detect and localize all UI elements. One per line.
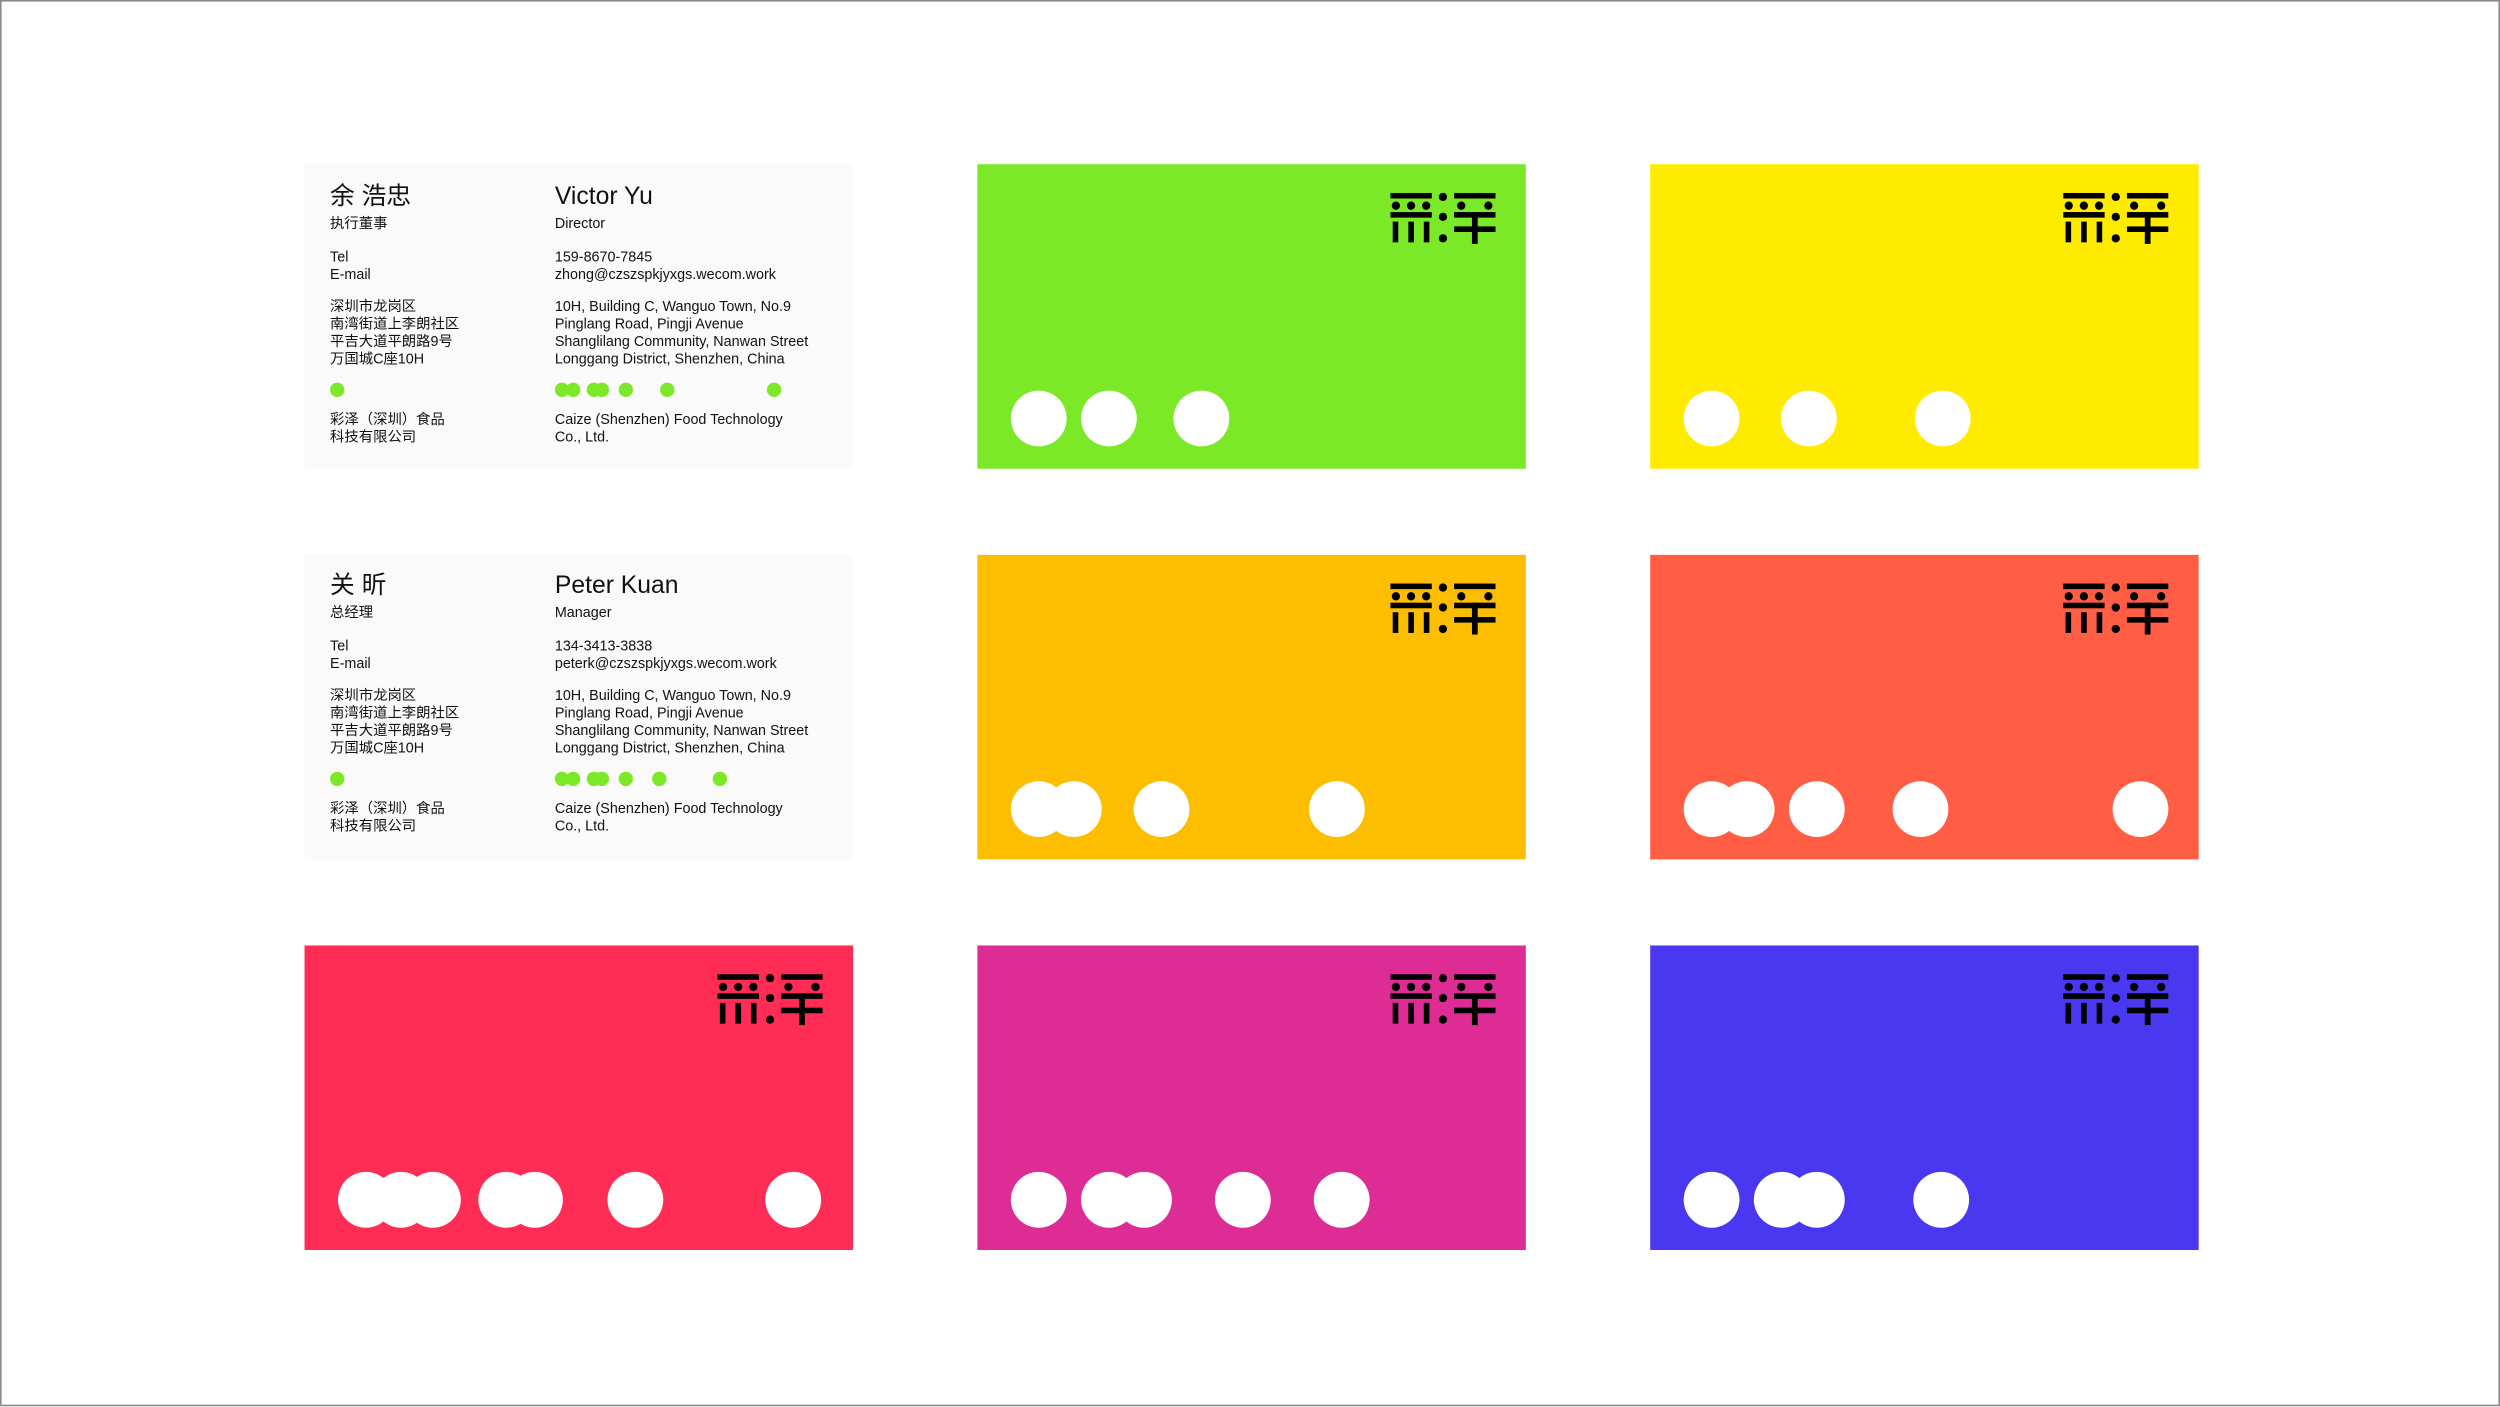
white-dot	[1010, 389, 1066, 446]
white-dot	[1115, 1171, 1172, 1227]
business-card-color	[1650, 554, 2199, 860]
white-dot	[1308, 780, 1365, 837]
title-english: Manager	[554, 604, 612, 621]
company-cn-line: 科技有限公司	[330, 428, 417, 445]
white-dot	[1312, 1171, 1369, 1227]
white-dot	[1788, 1171, 1844, 1227]
title-chinese: 总经理	[330, 604, 374, 621]
white-dot	[1172, 389, 1229, 446]
company-cn-line: 科技有限公司	[330, 817, 417, 834]
company-en-line: Caize (Shenzhen) Food Technology	[554, 800, 783, 817]
company-en-line: Caize (Shenzhen) Food Technology	[554, 411, 783, 428]
green-dot	[330, 771, 345, 787]
green-dot	[766, 382, 782, 398]
business-card-color	[977, 164, 1526, 469]
tel-label: Tel	[330, 248, 349, 265]
caize-logo-icon	[2063, 583, 2169, 635]
address-cn-line: 南湾街道上李朗社区	[330, 704, 460, 721]
email-label: E-mail	[330, 266, 371, 283]
white-dot	[1891, 780, 1948, 837]
green-dot	[660, 382, 675, 398]
address-en-line: Longgang District, Shenzhen, China	[554, 350, 785, 367]
green-dot	[554, 382, 570, 398]
email-value: peterk@czszspkjyxgs.wecom.work	[554, 655, 777, 672]
company-en-line: Co., Ltd.	[554, 817, 610, 834]
address-en-line: Pinglang Road, Pingji Avenue	[554, 315, 744, 332]
white-dot	[1045, 780, 1101, 837]
green-dot	[554, 771, 570, 787]
white-dot	[1780, 389, 1836, 446]
business-card-color	[1650, 945, 2199, 1251]
green-dot	[652, 771, 667, 787]
tel-value: 159-8670-7845	[554, 248, 653, 265]
white-dot	[1132, 780, 1189, 837]
name-chinese: 关 昕	[330, 572, 387, 600]
white-dot	[1914, 389, 1970, 446]
white-dot	[1912, 1171, 1969, 1227]
white-dot	[1717, 780, 1774, 837]
white-dot	[606, 1171, 663, 1227]
address-en-line: Longgang District, Shenzhen, China	[554, 739, 785, 756]
tel-label: Tel	[330, 637, 349, 654]
green-dot	[330, 382, 345, 398]
address-en-line: Shanglilang Community, Nanwan Street	[554, 722, 809, 739]
address-cn-line: 深圳市龙岗区	[330, 687, 417, 704]
title-chinese: 执行董事	[330, 215, 388, 232]
green-dot	[594, 382, 610, 398]
white-dot	[1682, 389, 1739, 446]
business-card-color	[977, 945, 1526, 1251]
email-value: zhong@czszspkjyxgs.wecom.work	[554, 266, 776, 283]
green-dot	[566, 771, 581, 787]
business-card-info: 余 浩忠 Victor Yu 执行董事 Director Tel E-mail 159-86…	[304, 164, 854, 469]
business-card-color	[1650, 164, 2199, 469]
green-dot	[566, 382, 581, 398]
address-cn-line: 万国城C座10H	[330, 739, 425, 756]
company-en-line: Co., Ltd.	[554, 428, 610, 445]
white-dot	[1080, 389, 1137, 446]
address-cn-line: 深圳市龙岗区	[330, 298, 417, 315]
white-dot	[404, 1171, 460, 1227]
white-dot	[2111, 780, 2168, 837]
green-dot	[618, 382, 633, 398]
caize-logo-icon	[2063, 974, 2169, 1026]
title-english: Director	[554, 215, 606, 232]
company-cn-line: 彩泽（深圳）食品	[330, 800, 445, 817]
white-dot	[1682, 1171, 1739, 1227]
white-dot	[764, 1171, 821, 1227]
caize-logo-icon	[717, 974, 823, 1026]
name-chinese: 余 浩忠	[330, 183, 412, 211]
white-dot	[506, 1171, 563, 1227]
address-cn-line: 平吉大道平朗路9号	[330, 722, 453, 739]
white-dot	[1788, 780, 1844, 837]
green-dot	[594, 771, 610, 787]
address-en-line: 10H, Building C, Wanguo Town, No.9	[554, 687, 791, 704]
caize-logo-icon	[2063, 192, 2169, 244]
green-dot	[712, 771, 728, 787]
address-cn-line: 万国城C座10H	[330, 350, 425, 367]
caize-logo-icon	[1390, 974, 1496, 1026]
business-card-color	[304, 945, 854, 1251]
tel-value: 134-3413-3838	[554, 637, 653, 654]
email-label: E-mail	[330, 655, 371, 672]
name-english: Victor Yu	[554, 183, 653, 211]
business-card-info: 关 昕 Peter Kuan 总经理 Manager Tel E-mail 134-3413…	[304, 554, 854, 860]
address-cn-line: 平吉大道平朗路9号	[330, 333, 453, 350]
green-dot	[618, 771, 633, 787]
address-cn-line: 南湾街道上李朗社区	[330, 315, 460, 332]
business-card-color	[977, 554, 1526, 860]
company-cn-line: 彩泽（深圳）食品	[330, 411, 445, 428]
address-en-line: 10H, Building C, Wanguo Town, No.9	[554, 298, 791, 315]
white-dot	[1010, 1171, 1066, 1227]
caize-logo-icon	[1390, 583, 1496, 635]
address-en-line: Shanglilang Community, Nanwan Street	[554, 333, 809, 350]
name-english: Peter Kuan	[554, 572, 679, 600]
white-dot	[1214, 1171, 1270, 1227]
caize-logo-icon	[1390, 192, 1496, 244]
address-en-line: Pinglang Road, Pingji Avenue	[554, 704, 744, 721]
